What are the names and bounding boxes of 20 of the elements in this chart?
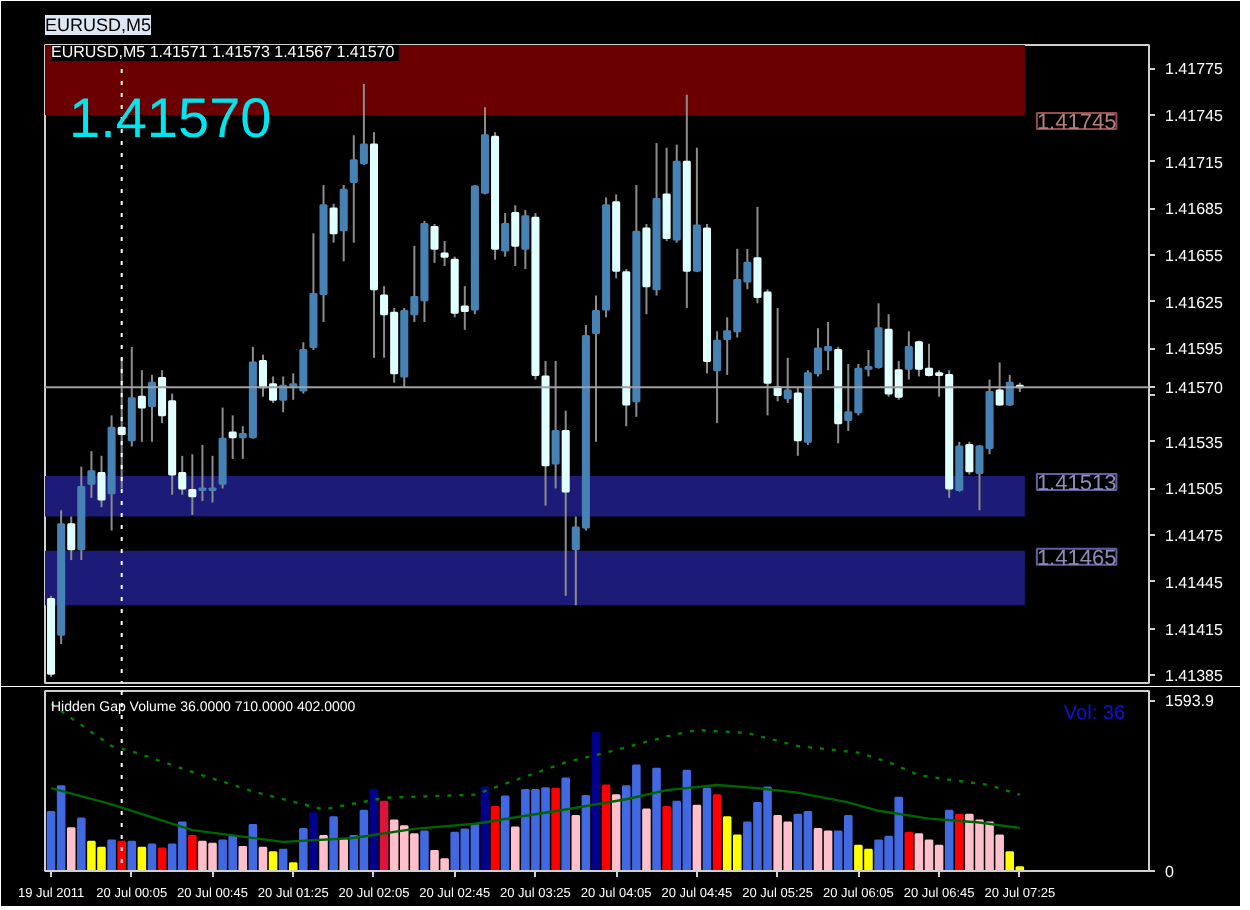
chart-title: EURUSD,M5 [45,15,152,35]
y-tick-label: 1.41445 [1165,573,1224,592]
y-tick-label: 1.41715 [1165,153,1224,172]
y-tick-label: 1593.9 [1165,692,1216,711]
y-tick-label: 1.41655 [1165,247,1224,266]
y-tick-label: 1.41535 [1165,433,1224,452]
y-tick-label: 1.41475 [1165,527,1224,546]
chart-subtitle: EURUSD,M5 1.41571 1.41573 1.41567 1.41570 [51,43,396,61]
ref-line-label: 1.41570 [1165,379,1224,398]
y-tick-label: 1.41385 [1165,667,1224,686]
annotation: 1.41570 [69,87,272,149]
y-tick-label: 1.41745 [1165,107,1224,126]
y-tick-label: 1.41685 [1165,200,1224,219]
y-tick-label: 1.41415 [1165,620,1224,639]
y-tick-label: 1.41505 [1165,480,1224,499]
annotation: Vol: 36 [1063,703,1126,725]
y-tick-label: 1.41775 [1165,60,1224,79]
y-tick-label: 1.41595 [1165,340,1224,359]
y-tick-label: 0 [1165,863,1175,881]
y-tick-label: 1.41625 [1165,293,1224,312]
